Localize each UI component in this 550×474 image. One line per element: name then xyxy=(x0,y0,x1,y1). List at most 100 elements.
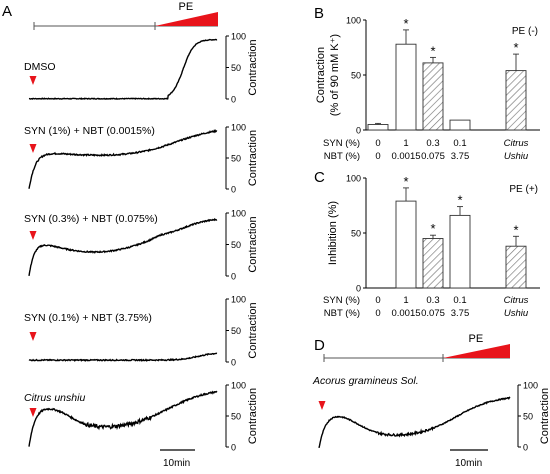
chart-b-nbt-value-3: 0.075 xyxy=(421,151,445,162)
scale-bar-a: 10min xyxy=(160,449,195,469)
a-pe-ramp xyxy=(155,12,218,26)
scale-bar-a-label: 10min xyxy=(163,458,190,469)
trace-a-4-red-arrow-icon xyxy=(29,332,37,341)
trace-a-3-axis-title: Contraction xyxy=(247,216,259,272)
trace-a-1-tick-label-0: 0 xyxy=(231,95,236,105)
chart-b-syn-value-3: 0.3 xyxy=(426,138,439,149)
chart-b-row-label-nbt: NBT (%) xyxy=(324,151,360,162)
chart-b-star-3: * xyxy=(430,43,435,58)
trace-a-3-trace-line xyxy=(28,217,218,277)
trace-a-5-axis-title: Contraction xyxy=(247,388,259,444)
chart-c-ylabel: Inhibition (%) xyxy=(327,201,339,265)
chart-c-nbt-value-3: 0.075 xyxy=(421,308,445,319)
chart-c-star-3: * xyxy=(430,221,435,236)
trace-a-2-label: SYN (1%) + NBT (0.0015%) xyxy=(24,125,155,137)
trace-a-4-tick-label-0: 0 xyxy=(231,358,236,368)
chart-c-syn-value-1: 0 xyxy=(375,295,380,306)
trace-d-tick-label-100: 100 xyxy=(523,381,538,391)
chart-b-nbt-value-5: Ushiu xyxy=(504,151,529,162)
chart-b-annotation: PE (-) xyxy=(512,26,538,37)
chart-c-syn-value-2: 1 xyxy=(403,295,408,306)
chart-b-star-2: * xyxy=(403,16,408,31)
chart-c-annotation: PE (+) xyxy=(509,184,538,195)
trace-d-trace-line xyxy=(318,396,511,449)
chart-c-ytick-label-0: 0 xyxy=(356,284,361,294)
chart-b-star-5: * xyxy=(513,40,518,55)
trace-d-label: Acorus gramineus Sol. xyxy=(312,375,419,387)
chart-b-ytick-label-50: 50 xyxy=(351,71,361,81)
chart-c-syn-value-5: Citrus xyxy=(504,295,529,306)
chart-c-star-5: * xyxy=(513,222,518,237)
chart-b-ylabel-line2: (% of 90 mM K⁺) xyxy=(329,34,341,116)
trace-a-2-tick-label-100: 100 xyxy=(231,123,246,133)
chart-c-nbt-value-4: 3.75 xyxy=(451,308,470,319)
chart-b-bar-2 xyxy=(395,43,417,131)
trace-a-1-tick-label-50: 50 xyxy=(231,63,241,73)
trace-a-5-tick-label-0: 0 xyxy=(231,443,236,453)
chart-c-ytick-label-50: 50 xyxy=(351,229,361,239)
chart-b-syn-value-5: Citrus xyxy=(504,138,529,149)
chart-c-bar-5 xyxy=(505,245,527,289)
chart-c-bar-4 xyxy=(449,214,471,289)
a-pe-label: PE xyxy=(179,1,194,13)
trace-a-1-label: DMSO xyxy=(24,61,56,73)
trace-a-2-red-arrow-icon xyxy=(29,144,37,153)
chart-b-nbt-value-1: 0 xyxy=(375,151,380,162)
chart-c-row-label-nbt: NBT (%) xyxy=(324,308,360,319)
trace-a-4-label: SYN (0.1%) + NBT (3.75%) xyxy=(24,312,152,324)
trace-a-4-trace-line xyxy=(28,352,218,363)
trace-a-3: SYN (0.3%) + NBT (0.075%) 100 50 0 Contracti… xyxy=(24,209,259,282)
trace-a-3-tick-label-0: 0 xyxy=(231,272,236,282)
trace-a-2-tick-label-50: 50 xyxy=(231,154,241,164)
trace-a-3-label: SYN (0.3%) + NBT (0.075%) xyxy=(24,213,158,225)
chart-b-bar-5 xyxy=(505,70,527,131)
trace-a-3-red-arrow-icon xyxy=(29,231,37,240)
chart-b-syn-value-1: 0 xyxy=(375,138,380,149)
trace-d-axis-title: Contraction xyxy=(539,388,550,444)
trace-d-tick-label-0: 0 xyxy=(523,443,528,453)
trace-a-2-tick-label-0: 0 xyxy=(231,185,236,195)
d-pe-ramp xyxy=(443,344,510,358)
chart-b-bar-1 xyxy=(367,124,389,131)
trace-a-4-axis-title: Contraction xyxy=(247,302,259,358)
panel-d-letter: D xyxy=(314,337,325,354)
chart-c-star-2: * xyxy=(403,174,408,189)
panel-c-letter: C xyxy=(314,169,325,186)
chart-c-row-label-syn: SYN (%) xyxy=(323,295,360,306)
chart-b: 0 50 100 0 0 * 1 0.0015 * 0.3 0.075 0.1 3.75 * Citrus U… xyxy=(315,16,540,162)
trace-d-red-arrow-icon xyxy=(318,401,326,410)
trace-a-5: Citrus unshiu 100 50 0 Contraction xyxy=(24,381,259,453)
chart-c-bar-3 xyxy=(422,238,444,289)
chart-b-ytick-label-100: 100 xyxy=(346,16,361,26)
trace-a-5-trace-line xyxy=(28,390,218,447)
scale-bar-d: 10min xyxy=(450,449,488,469)
trace-a-1-axis-title: Contraction xyxy=(247,39,259,95)
trace-a-3-tick-label-100: 100 xyxy=(231,209,246,219)
trace-a-1-trace-line xyxy=(28,38,218,101)
pe-timeline-d: PE xyxy=(323,333,510,362)
chart-c-nbt-value-2: 0.0015 xyxy=(391,308,420,319)
chart-b-row-label-syn: SYN (%) xyxy=(323,138,360,149)
trace-d-tick-label-50: 50 xyxy=(523,412,533,422)
chart-b-syn-value-4: 0.1 xyxy=(453,138,466,149)
chart-b-ytick-label-0: 0 xyxy=(356,126,361,136)
chart-b-nbt-value-2: 0.0015 xyxy=(391,151,420,162)
chart-b-bar-4 xyxy=(449,119,471,131)
chart-b-syn-value-2: 1 xyxy=(403,138,408,149)
scale-bar-d-label: 10min xyxy=(455,458,482,469)
panel-c: C 0 50 100 0 0 * 1 0.0015 * 0.3 0.075 * 0.1 3.75 * Citr… xyxy=(314,169,540,319)
chart-c-syn-value-4: 0.1 xyxy=(453,295,466,306)
trace-a-1-tick-label-100: 100 xyxy=(231,32,246,42)
chart-b-nbt-value-4: 3.75 xyxy=(451,151,470,162)
trace-a-1: DMSO 100 50 0 Contraction xyxy=(24,32,259,105)
panel-d: D PE Acorus gramineus Sol. 100 50 0 Contract… xyxy=(312,333,550,469)
trace-a-4-tick-label-50: 50 xyxy=(231,326,241,336)
trace-a-2: SYN (1%) + NBT (0.0015%) 100 50 0 Contractio… xyxy=(24,123,259,195)
trace-group-d: Acorus gramineus Sol. 100 50 0 Contraction xyxy=(312,375,550,453)
d-pe-label: PE xyxy=(469,333,484,345)
trace-a-2-axis-title: Contraction xyxy=(247,130,259,186)
trace-a-4-tick-label-100: 100 xyxy=(231,295,246,305)
